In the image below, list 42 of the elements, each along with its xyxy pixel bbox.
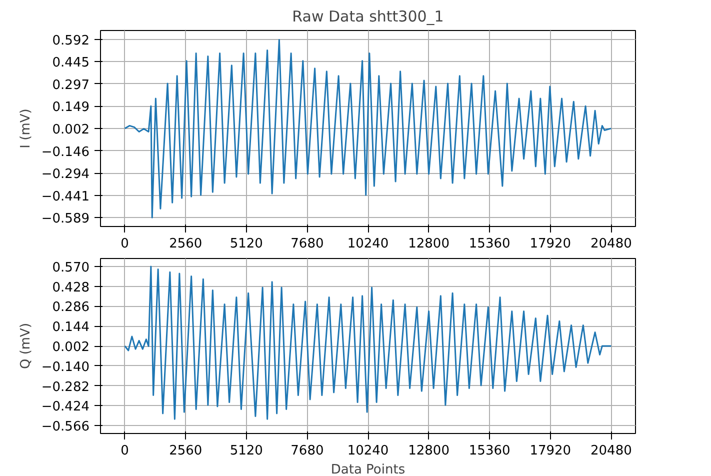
x-tick-label: 5120: [230, 444, 263, 458]
y-tick-label: −0.441: [41, 189, 90, 204]
y-tick-label: 0.428: [52, 280, 90, 296]
y-tick-label: −0.589: [41, 212, 90, 227]
x-tick-label: 15360: [468, 236, 510, 252]
x-tick-label: 20480: [590, 236, 632, 252]
y-tick-label: −0.146: [41, 144, 90, 160]
y-tick-label: 0.149: [52, 100, 90, 116]
x-tick-label: 7680: [290, 236, 324, 252]
y-tick-label: −0.282: [41, 380, 90, 395]
x-axis-title: Data Points: [330, 462, 406, 476]
x-tick-label: 12800: [408, 236, 450, 252]
y-tick-label: 0.286: [52, 300, 90, 316]
x-tick-label: 0: [120, 236, 129, 252]
x-tick-label: 12800: [408, 444, 450, 458]
y-tick-label: −0.566: [41, 420, 90, 435]
y-tick-label: 0.144: [52, 320, 90, 336]
x-tick-label: 15360: [468, 444, 510, 458]
line-series: [124, 38, 612, 218]
y-tick-label: −0.140: [41, 360, 90, 375]
x-tick-label: 20480: [590, 444, 632, 458]
x-tick-label: 2560: [169, 444, 202, 458]
y-tick-label: −0.294: [41, 167, 90, 182]
y-tick-label: 0.445: [52, 56, 90, 71]
y-tick-label: 0.002: [52, 122, 90, 138]
y-tick-label: 0.002: [52, 340, 90, 355]
y-tick-label: 0.592: [52, 33, 90, 48]
y-tick-label: 0.570: [52, 260, 90, 276]
x-tick-label: 10240: [347, 444, 389, 458]
x-tick-label: 17920: [530, 444, 572, 458]
x-tick-label: 17920: [530, 236, 572, 252]
y-axis-title: Q (mV): [18, 322, 34, 370]
x-tick-label: 2560: [169, 236, 202, 252]
x-tick-label: 0: [120, 444, 129, 458]
x-tick-label: 5120: [230, 236, 263, 252]
y-tick-label: 0.297: [52, 78, 90, 93]
x-tick-label: 7680: [290, 444, 324, 458]
x-tick-label: 10240: [347, 236, 389, 252]
line-series: [124, 266, 612, 420]
y-tick-label: −0.424: [41, 400, 90, 415]
y-axis-title: I (mV): [18, 108, 34, 148]
chart-title: Raw Data shtt300_1: [292, 8, 444, 26]
